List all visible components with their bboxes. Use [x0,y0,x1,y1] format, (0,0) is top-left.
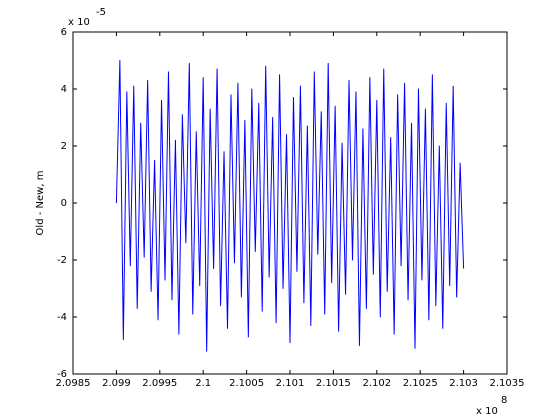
x-tick-label: 2.103 [449,378,478,389]
y-multiplier: x 10 [68,17,90,28]
y-multiplier-exponent: -5 [96,7,106,18]
x-tick-label: 2.1035 [490,378,525,389]
x-tick-label: 2.102 [362,378,391,389]
y-tick-label: -4 [57,312,67,323]
x-tick-label: 2.099 [102,378,131,389]
x-tick-label: 2.0995 [142,378,177,389]
y-tick-label: 6 [61,27,67,38]
x-multiplier: x 10 [476,406,498,417]
x-tick-label: 2.101 [276,378,305,389]
data-line [115,60,465,352]
y-tick-label: -6 [57,369,67,380]
x-tick-label: 2.1 [195,378,211,389]
y-tick-label: -2 [57,255,67,266]
x-tick-label: 2.1005 [229,378,264,389]
x-tick-label: 2.1015 [316,378,351,389]
y-tick-label: 2 [61,141,67,152]
x-multiplier-exponent: 8 [501,395,507,406]
x-tick-label: 2.1025 [403,378,438,389]
y-tick-label: 4 [61,84,67,95]
x-tick-label: 2.0985 [56,378,91,389]
y-axis-label: Old - New, m [35,171,46,236]
y-tick-label: 0 [61,198,67,209]
